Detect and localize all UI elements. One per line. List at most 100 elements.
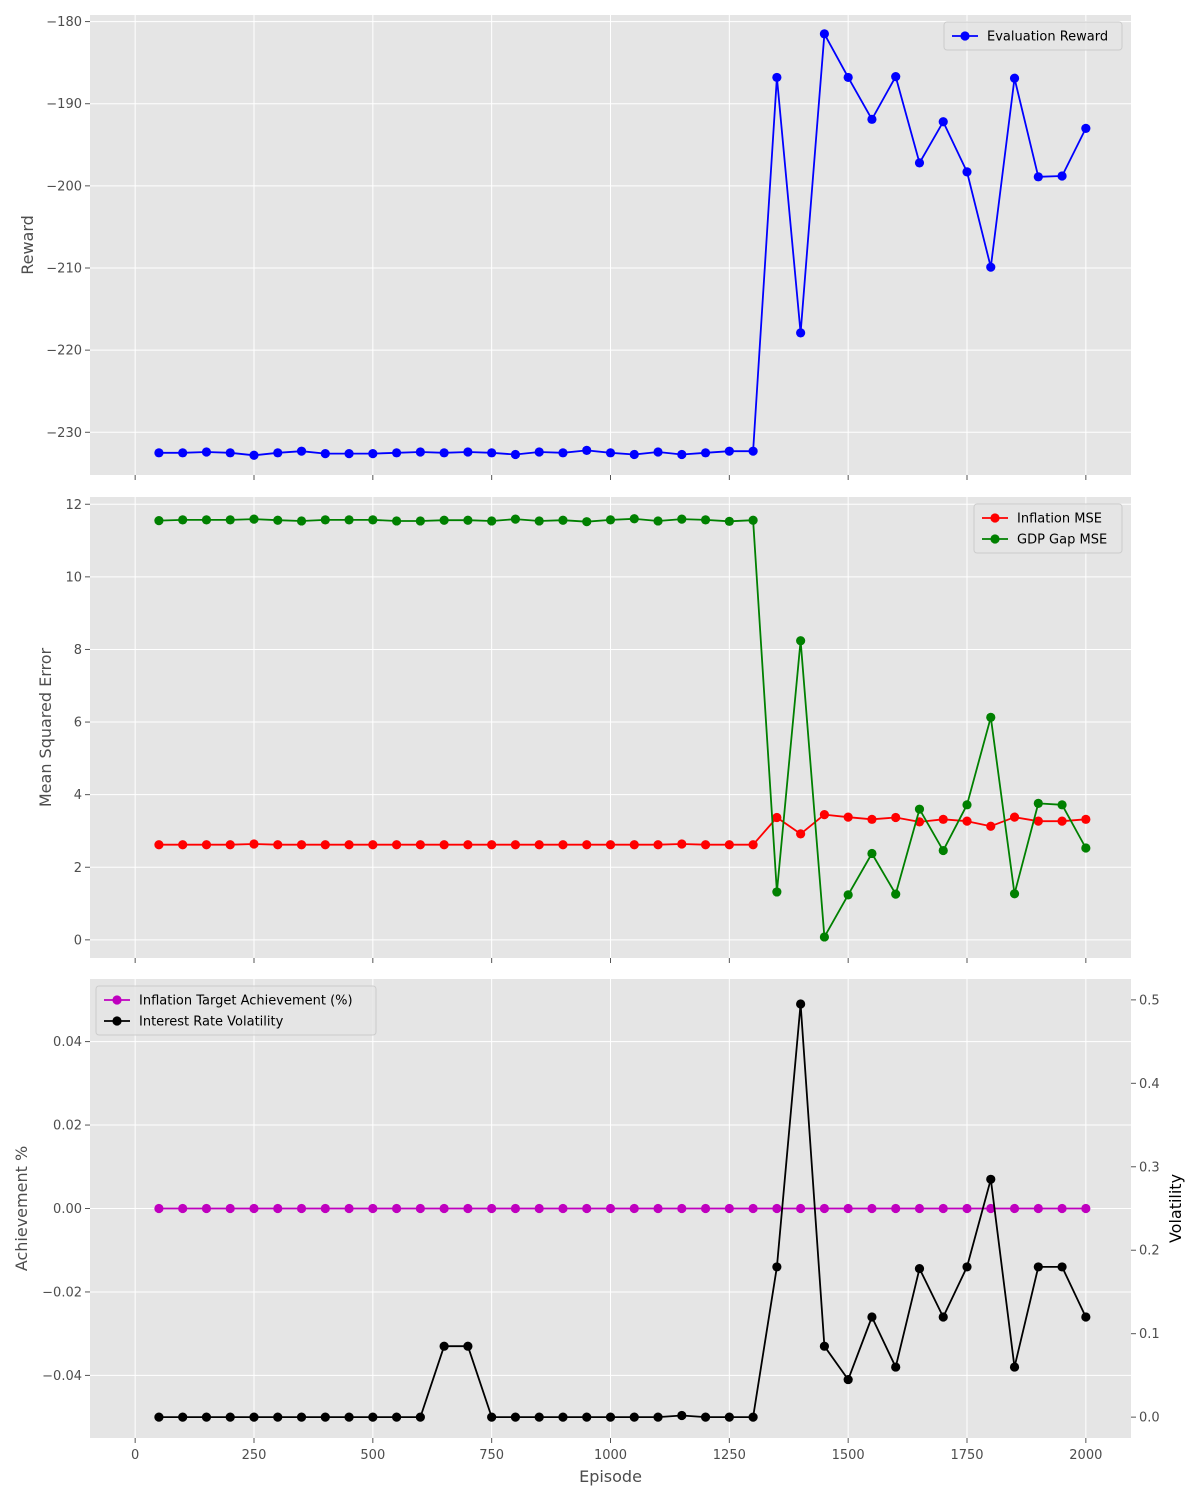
data-point: [201, 1412, 212, 1422]
data-point: [653, 1412, 663, 1422]
data-point: [605, 1203, 616, 1214]
series-gdp-gap-mse: [154, 514, 1091, 942]
data-point: [178, 448, 188, 458]
y-axis-label: Mean Squared Error: [36, 647, 55, 807]
legend-marker: [990, 513, 1000, 523]
data-point: [273, 1412, 283, 1422]
y-tick-label: 0.02: [53, 1119, 82, 1134]
data-point: [273, 515, 283, 525]
y-tick-label: −230: [46, 426, 82, 441]
data-point: [1033, 172, 1043, 182]
data-point: [154, 448, 164, 458]
data-point: [748, 515, 758, 525]
data-point: [629, 840, 639, 850]
data-point: [154, 840, 164, 850]
data-point: [867, 814, 877, 824]
data-point: [819, 1203, 830, 1214]
data-point: [938, 117, 948, 127]
data-point: [391, 840, 402, 850]
data-point: [463, 447, 473, 457]
x-tick-label: 250: [242, 1448, 267, 1463]
data-point: [201, 447, 212, 457]
data-point: [938, 845, 948, 856]
data-point: [1081, 843, 1091, 853]
y-tick-label: 2: [74, 861, 82, 876]
y-tick-label: −220: [46, 344, 82, 359]
data-point: [891, 812, 901, 823]
legend-box: [943, 21, 1123, 51]
y2-tick-label: 0.0: [1139, 1411, 1160, 1426]
data-point: [225, 1203, 235, 1214]
data-point: [510, 1203, 521, 1214]
y-tick-label: −180: [46, 15, 82, 30]
x-tick-label: 500: [360, 1448, 385, 1463]
legend-label: Inflation Target Achievement (%): [139, 994, 353, 1009]
data-point: [867, 1203, 877, 1214]
data-point: [487, 1203, 497, 1214]
y-tick-label: −190: [46, 97, 82, 112]
y-axis-label: Achievement %: [12, 1146, 31, 1271]
data-point: [1033, 798, 1043, 808]
series-interest-rate-volatility: [154, 999, 1091, 1422]
data-point: [653, 516, 663, 526]
data-point: [1009, 812, 1020, 822]
data-point: [582, 1203, 592, 1214]
data-point: [914, 804, 925, 814]
data-point: [582, 840, 592, 850]
data-point: [962, 800, 972, 810]
data-point: [914, 158, 925, 168]
data-point: [178, 1203, 188, 1214]
data-point: [225, 1412, 235, 1422]
y-tick-label: 4: [74, 788, 82, 803]
data-point: [415, 516, 425, 526]
data-point: [772, 887, 782, 897]
data-point: [772, 812, 782, 823]
legend: Inflation MSE GDP Gap MSE: [973, 503, 1123, 554]
data-point: [677, 1410, 687, 1421]
data-point: [1009, 1362, 1020, 1372]
data-point: [986, 712, 996, 722]
data-point: [487, 448, 497, 458]
data-point: [225, 840, 235, 850]
data-point: [320, 1203, 330, 1214]
data-point: [463, 1203, 473, 1214]
data-point: [391, 1203, 402, 1214]
data-point: [700, 448, 711, 458]
data-point: [558, 1203, 568, 1214]
y-tick-label: 6: [74, 716, 82, 731]
data-point: [225, 448, 235, 458]
data-point: [748, 840, 758, 850]
data-point: [914, 1203, 925, 1214]
data-point: [796, 1203, 806, 1214]
data-point: [439, 1341, 449, 1351]
data-point: [344, 1412, 354, 1422]
data-point: [296, 840, 307, 850]
data-point: [534, 1412, 544, 1422]
data-point: [487, 516, 497, 526]
data-point: [986, 821, 996, 831]
data-point: [938, 1312, 948, 1322]
y-tick-label: 12: [65, 498, 82, 513]
y-tick-label: 0.04: [53, 1035, 82, 1050]
data-point: [201, 515, 212, 525]
data-point: [772, 1262, 782, 1272]
data-point: [510, 1412, 521, 1422]
data-point: [653, 1203, 663, 1214]
data-point: [1081, 1312, 1091, 1322]
data-point: [724, 446, 734, 456]
x-tick-label: 0: [131, 1448, 139, 1463]
data-point: [605, 840, 616, 850]
data-point: [534, 447, 544, 457]
legend-item: GDP Gap MSE: [982, 533, 1107, 548]
data-point: [368, 515, 378, 525]
series-line: [158, 517, 1087, 938]
data-point: [1009, 889, 1020, 899]
chart-panel-2: 0 2 4 6 8 10 12 Mean Squared Error Inflation MSE…: [36, 497, 1131, 963]
data-point: [296, 1203, 307, 1214]
data-point: [629, 449, 639, 460]
data-point: [891, 72, 901, 82]
data-point: [368, 840, 378, 850]
y-axis-label: Reward: [18, 215, 37, 275]
data-point: [843, 812, 853, 822]
data-point: [1057, 1262, 1067, 1272]
